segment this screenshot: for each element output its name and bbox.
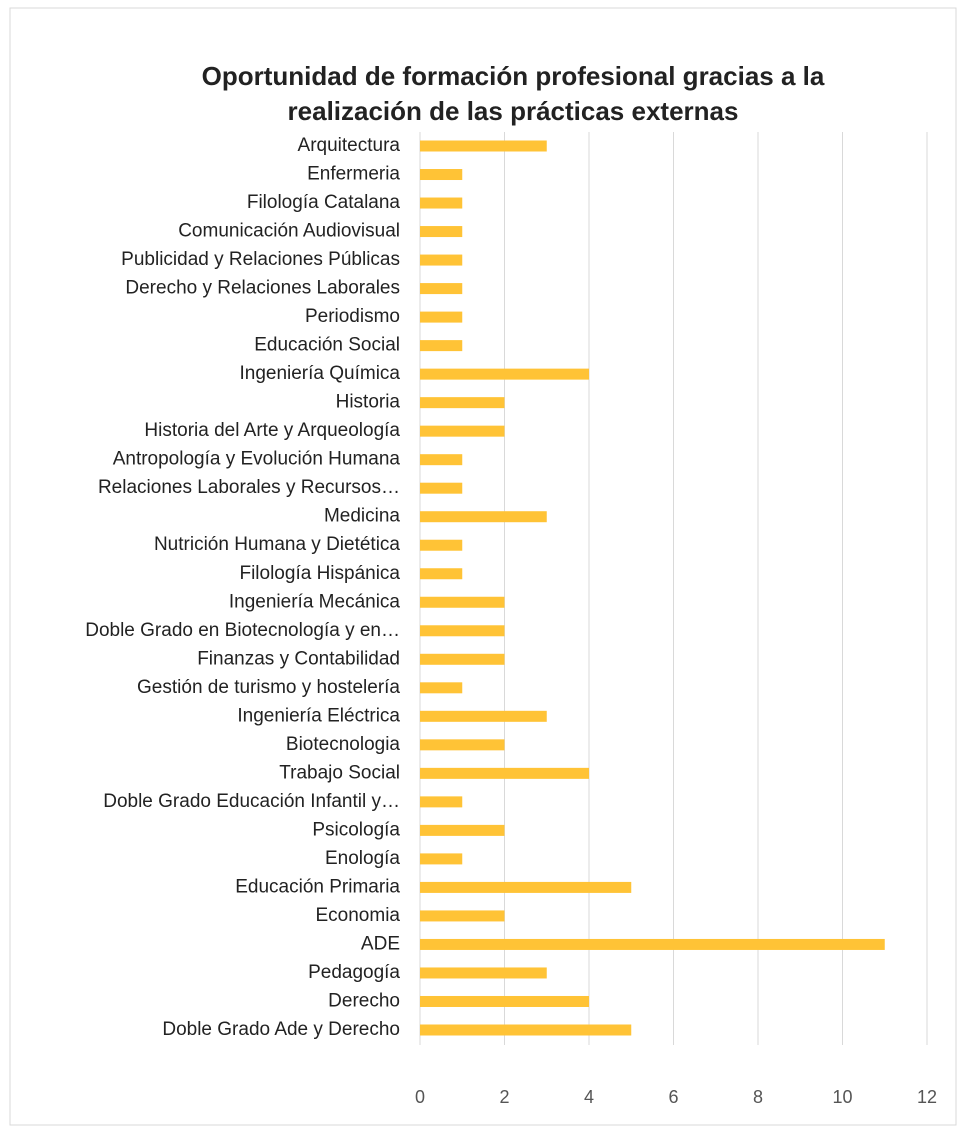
bar [420, 254, 463, 266]
chart-title: Oportunidad de formación profesional gra… [202, 61, 825, 91]
bar [420, 283, 463, 295]
y-tick-label: Medicina [324, 506, 400, 527]
bar [420, 596, 505, 608]
y-tick-label: Economia [316, 905, 401, 926]
y-tick-label: Trabajo Social [279, 762, 400, 783]
bar [420, 682, 463, 694]
y-tick-label: Historia del Arte y Arqueología [144, 420, 400, 441]
y-tick-label: Ingeniería Química [239, 363, 400, 384]
x-tick-label: 2 [499, 1087, 509, 1107]
bar [420, 967, 547, 979]
x-tick-label: 8 [753, 1087, 763, 1107]
bar [420, 824, 505, 836]
bar [420, 910, 505, 922]
x-tick-label: 4 [584, 1087, 594, 1107]
y-tick-label: Comunicación Audiovisual [178, 221, 400, 242]
y-tick-label: Publicidad y Relaciones Públicas [121, 249, 400, 270]
bar [420, 853, 463, 865]
bar [420, 995, 589, 1007]
y-tick-label: Filología Catalana [247, 192, 401, 213]
bar [420, 368, 589, 380]
bar [420, 539, 463, 551]
chart-title: realización de las prácticas externas [288, 96, 739, 126]
y-tick-label: Derecho [328, 990, 400, 1011]
bar [420, 425, 505, 437]
bar [420, 169, 463, 181]
y-tick-label: Relaciones Laborales y Recursos… [98, 477, 400, 498]
y-tick-label: Pedagogía [308, 962, 400, 983]
bar [420, 625, 505, 637]
y-tick-label: Ingeniería Mecánica [229, 591, 401, 612]
bar [420, 568, 463, 580]
y-tick-label: Educación Social [254, 335, 400, 356]
bar [420, 1024, 632, 1036]
bar [420, 938, 885, 950]
y-tick-label: Gestión de turismo y hostelería [137, 677, 400, 698]
y-tick-label: Ingeniería Eléctrica [237, 705, 400, 726]
bar [420, 881, 632, 893]
y-tick-label: Doble Grado Educación Infantil y… [103, 791, 400, 812]
y-tick-label: Historia [336, 392, 401, 413]
y-tick-label: ADE [361, 933, 400, 954]
y-tick-label: Doble Grado en Biotecnología y en… [85, 620, 400, 641]
x-tick-label: 12 [917, 1087, 937, 1107]
y-tick-label: Psicología [312, 819, 400, 840]
y-tick-label: Enología [325, 848, 400, 869]
y-tick-label: Enfermeria [307, 164, 400, 185]
bar [420, 226, 463, 238]
bar [420, 482, 463, 494]
y-tick-label: Arquitectura [298, 135, 401, 156]
x-tick-label: 10 [832, 1087, 852, 1107]
bar [420, 197, 463, 209]
bar [420, 511, 547, 523]
y-tick-label: Nutrición Humana y Dietética [154, 534, 400, 555]
chart-border [9, 7, 957, 1126]
y-tick-label: Biotecnologia [286, 734, 401, 755]
bar [420, 739, 505, 751]
y-tick-label: Doble Grado Ade y Derecho [162, 1019, 400, 1040]
bar [420, 311, 463, 323]
bar [420, 796, 463, 808]
bar [420, 397, 505, 409]
y-tick-label: Finanzas y Contabilidad [197, 648, 400, 669]
y-tick-label: Educación Primaria [235, 876, 400, 897]
bar [420, 340, 463, 352]
bar [420, 653, 505, 665]
bar [420, 767, 589, 779]
x-tick-label: 0 [415, 1087, 425, 1107]
y-tick-label: Derecho y Relaciones Laborales [125, 278, 400, 299]
y-tick-label: Filología Hispánica [239, 563, 400, 584]
bar [420, 454, 463, 466]
y-tick-label: Antropología y Evolución Humana [113, 449, 401, 470]
bar [420, 710, 547, 722]
y-tick-label: Periodismo [305, 306, 400, 327]
bar [420, 140, 547, 152]
x-tick-label: 6 [668, 1087, 678, 1107]
